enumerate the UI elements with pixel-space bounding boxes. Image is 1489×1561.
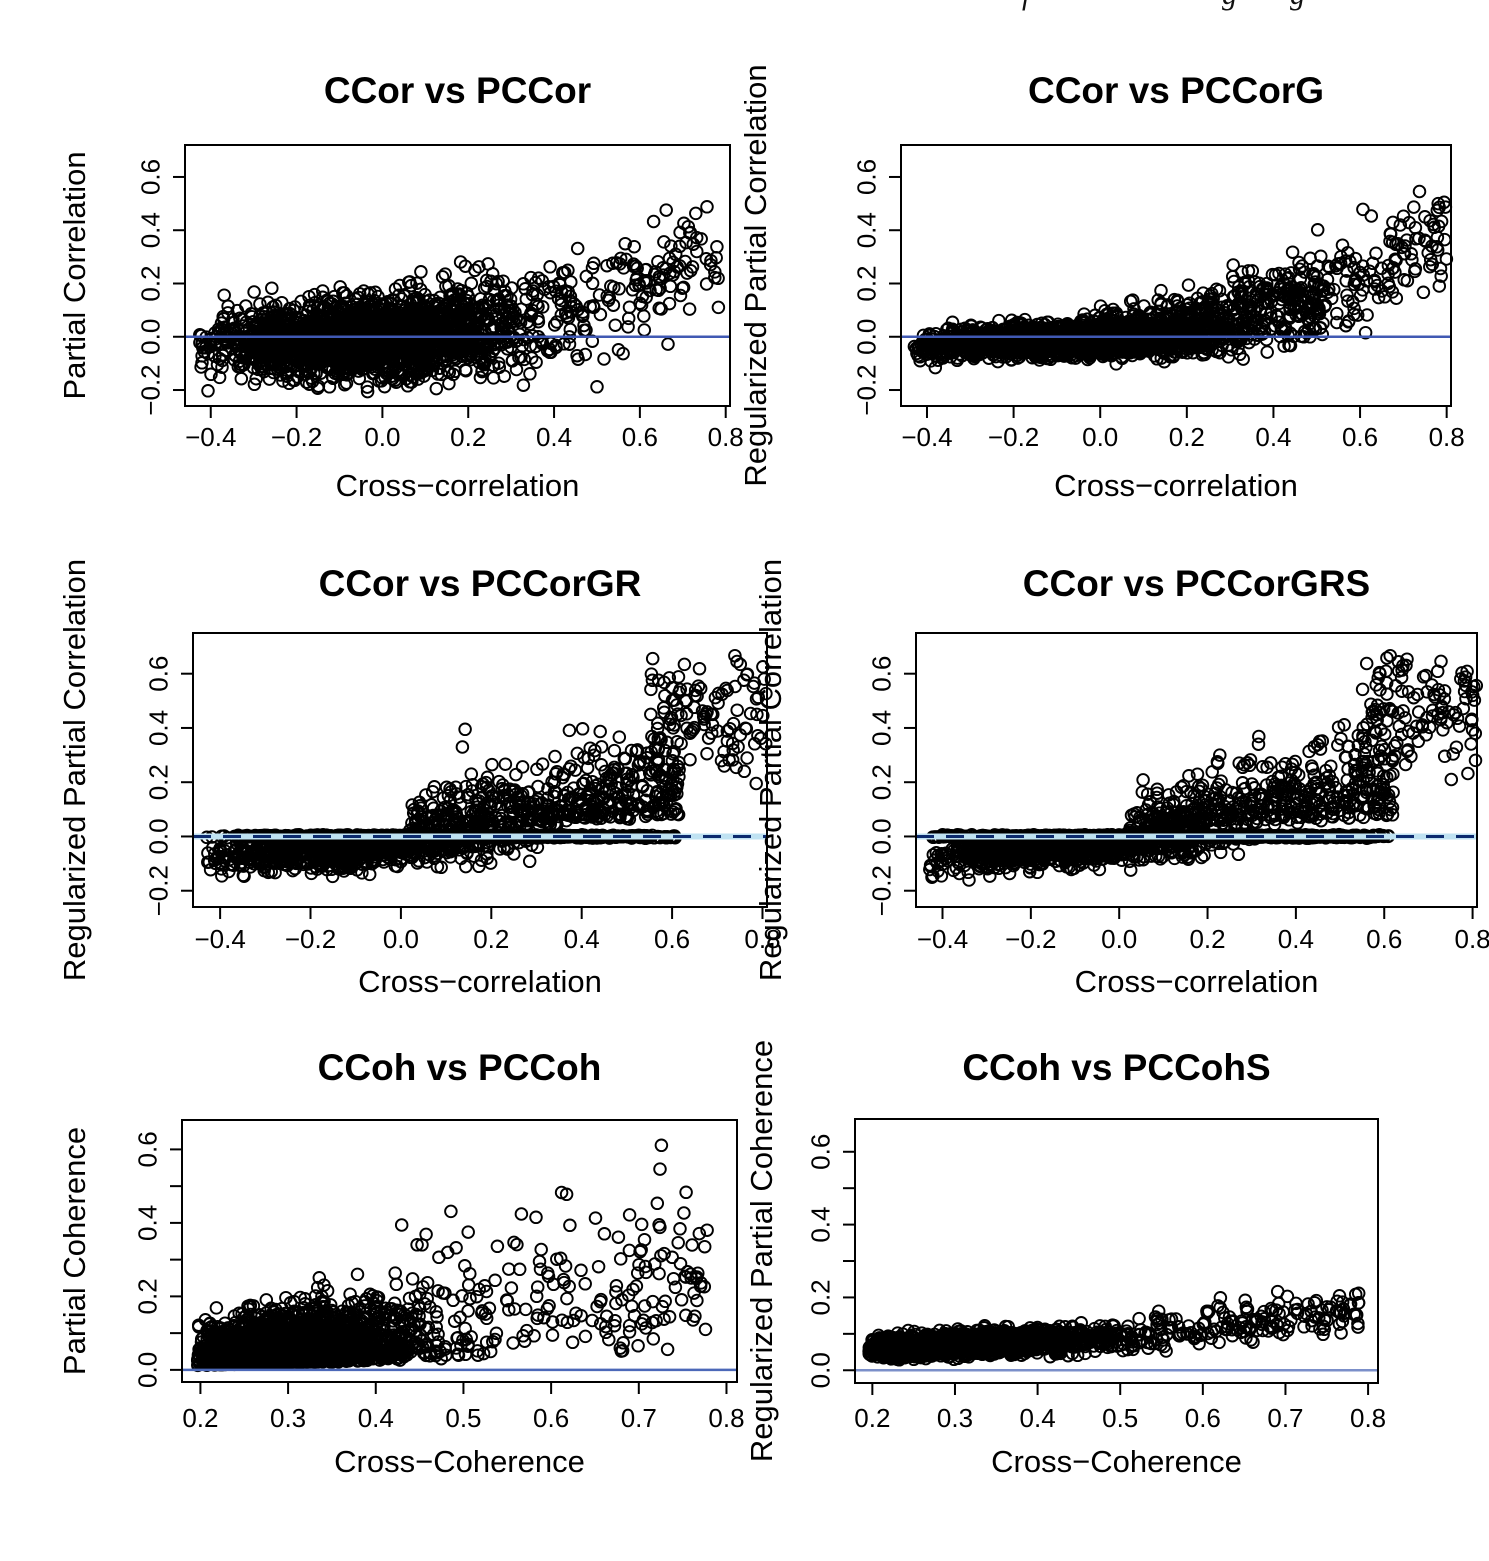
y-tick-label: −0.2 — [852, 364, 882, 415]
page-header-fragment: fgg — [0, 0, 1489, 11]
data-point — [608, 318, 623, 332]
data-point — [505, 353, 520, 368]
plot-ccor-vs-pccor: CCor vs PCCor Cross−correlation Partial Co… — [57, 70, 744, 503]
y-tick-label: 0.0 — [852, 319, 882, 355]
data-point — [1260, 345, 1274, 359]
plot-title: CCor vs PCCorG — [1028, 70, 1324, 111]
data-point — [661, 337, 675, 351]
x-tick-label: 0.4 — [536, 422, 572, 452]
data-point — [711, 300, 726, 315]
data-point — [590, 380, 604, 394]
data-point — [597, 352, 611, 366]
data-point — [621, 311, 636, 326]
y-axis-label: Regularized Partial Correlation — [738, 64, 773, 486]
x-tick-label: −0.4 — [185, 422, 236, 452]
x-tick-label: 0.8 — [708, 422, 744, 452]
y-tick-label: −0.2 — [136, 364, 166, 415]
header-text-fragment: f — [1022, 0, 1030, 11]
data-point — [523, 367, 537, 381]
data-point — [438, 267, 452, 281]
x-axis-label: Cross−correlation — [1054, 468, 1298, 503]
x-tick-label: 0.4 — [1255, 422, 1291, 452]
data-point — [646, 214, 661, 229]
data-point — [516, 378, 531, 392]
data-point — [265, 281, 279, 295]
y-axis-label: Partial Correlation — [57, 151, 92, 399]
data-point — [700, 200, 714, 214]
data-point — [570, 241, 585, 256]
data-point — [562, 337, 577, 351]
x-tick-label: −0.2 — [988, 422, 1039, 452]
data-point — [710, 240, 724, 254]
plot-ccor-vs-pccorg: CCor vs PCCorG Cross−correlation Regulariz… — [738, 64, 1465, 503]
data-point — [585, 276, 600, 291]
data-point — [486, 371, 501, 385]
plot-title: CCor vs PCCor — [324, 70, 591, 111]
data-point — [683, 263, 698, 278]
y-tick-label: 0.2 — [136, 265, 166, 301]
x-axis-label: Cross−correlation — [336, 468, 580, 503]
data-point — [637, 323, 652, 337]
x-tick-label: −0.2 — [271, 422, 322, 452]
data-point — [682, 302, 697, 316]
data-point — [247, 285, 261, 299]
x-tick-label: 0.2 — [1169, 422, 1205, 452]
y-tick-label: 0.4 — [852, 212, 882, 248]
x-tick-label: 0.8 — [1429, 422, 1465, 452]
data-point — [529, 355, 543, 369]
data-point — [429, 381, 444, 396]
data-point — [414, 265, 428, 279]
y-tick-label: 0.2 — [852, 265, 882, 301]
data-point — [543, 260, 557, 274]
x-tick-label: 0.6 — [622, 422, 658, 452]
y-tick-label: 0.6 — [136, 159, 166, 195]
x-tick-label: 0.0 — [364, 422, 400, 452]
data-point — [637, 309, 651, 323]
data-point — [659, 203, 673, 217]
y-tick-label: 0.4 — [136, 212, 166, 248]
y-tick-label: 0.0 — [136, 319, 166, 355]
scatter-points — [907, 184, 1454, 375]
header-text-fragment: g — [1290, 0, 1305, 11]
x-tick-label: 0.6 — [1342, 422, 1378, 452]
y-tick-label: 0.6 — [852, 159, 882, 195]
x-tick-label: 0.0 — [1082, 422, 1118, 452]
data-point — [699, 277, 714, 291]
scatter-points — [193, 200, 726, 399]
data-point — [217, 288, 231, 302]
data-point — [593, 307, 608, 322]
data-point — [234, 371, 249, 386]
header-text-fragment: g — [1222, 0, 1237, 11]
x-tick-label: −0.4 — [901, 422, 952, 452]
data-point — [204, 367, 218, 382]
data-point — [201, 384, 215, 398]
x-tick-label: 0.2 — [450, 422, 486, 452]
data-point — [689, 206, 703, 221]
